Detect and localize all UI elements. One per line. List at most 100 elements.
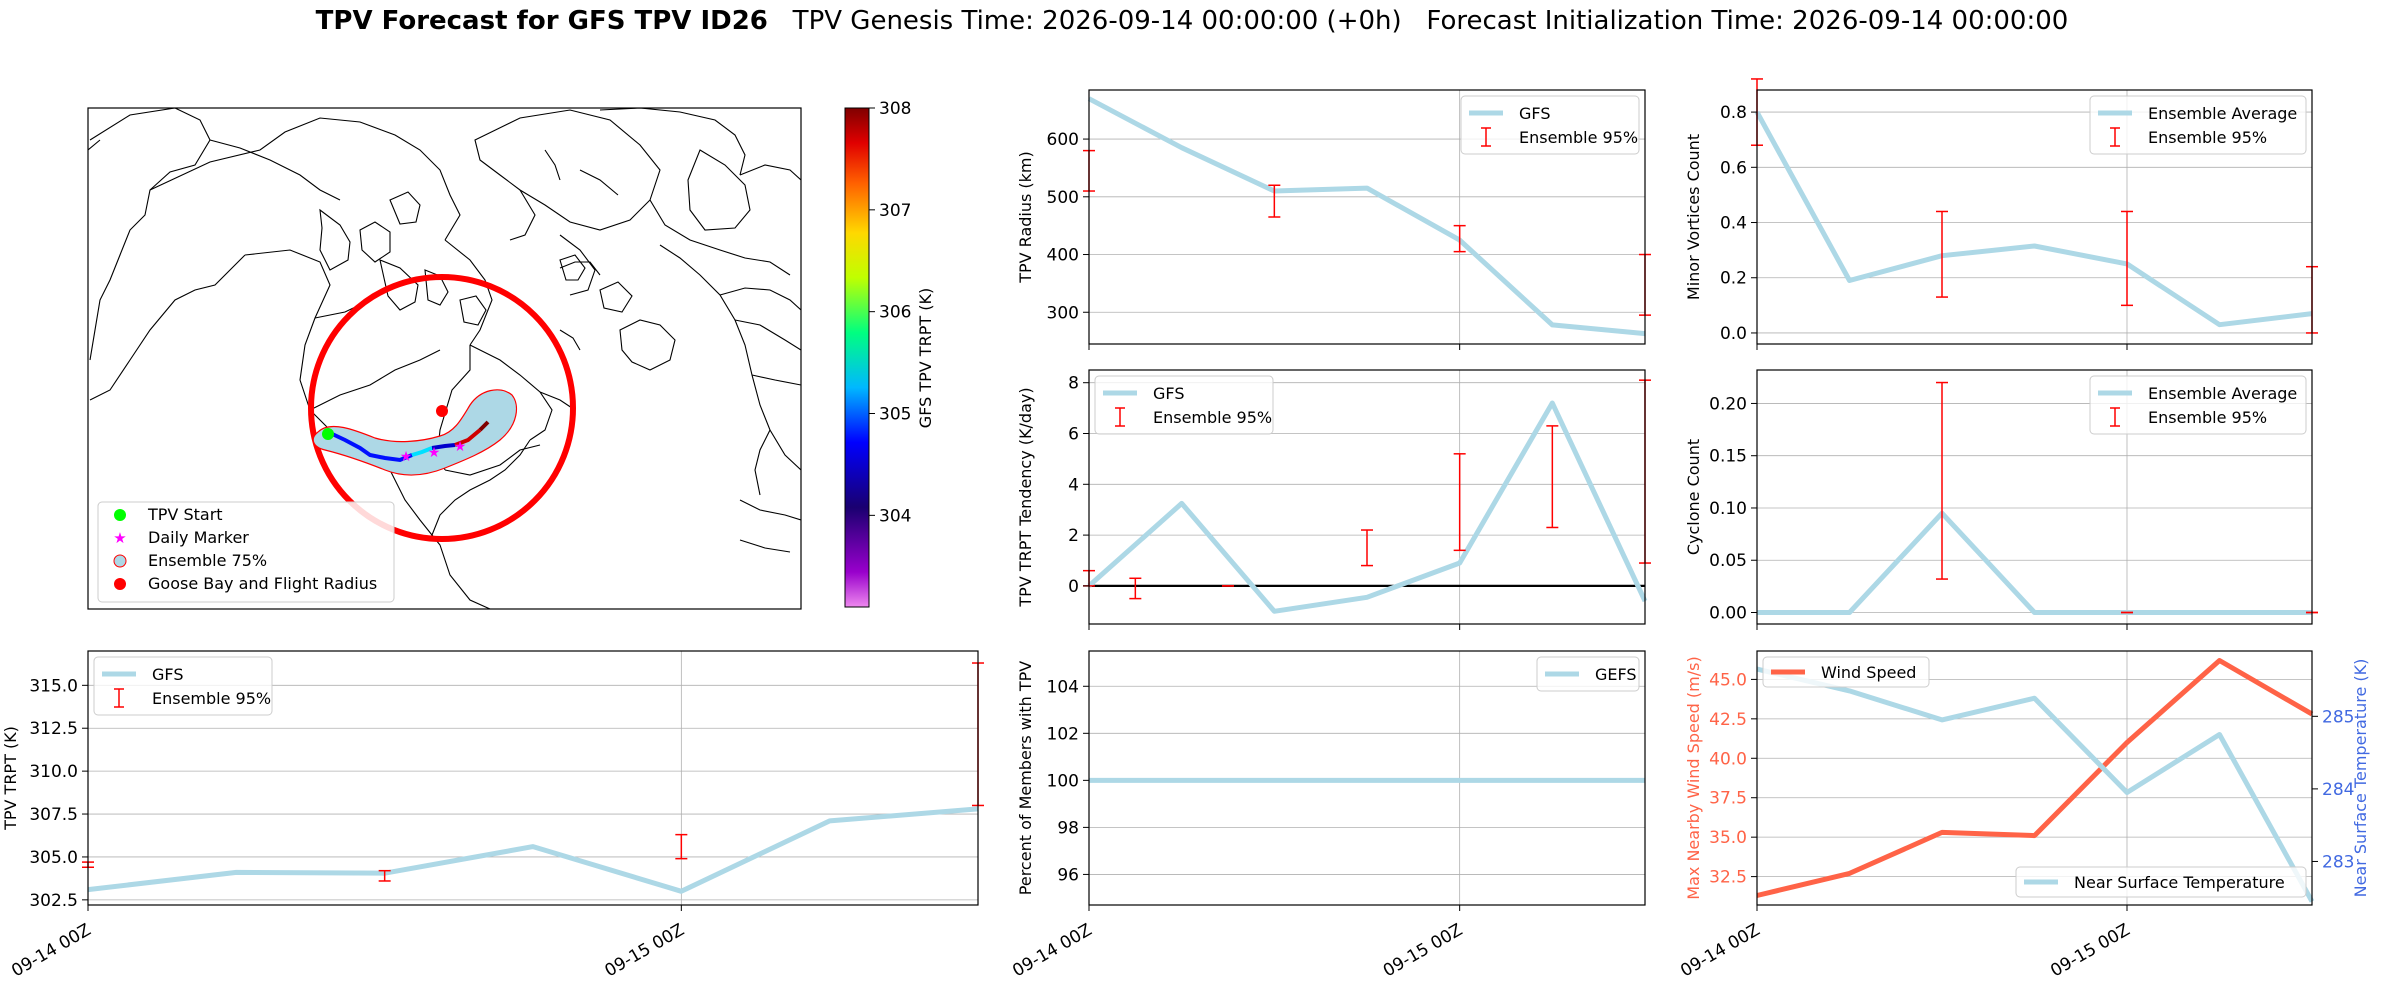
tpv-track-mid2 (431, 443, 456, 450)
colorbar-tick-label-4: 308 (879, 99, 911, 119)
wind-ytick2-label-1: 284 (2322, 780, 2354, 800)
wind-series-1 (1756, 666, 2315, 903)
trpt-series-0 (87, 806, 979, 894)
minor-ytick-label-1: 0.2 (1720, 269, 1747, 289)
daily-marker-2: ★ (428, 445, 441, 461)
wind-ylabel2: Near Surface Temperature (K) (2351, 659, 2370, 898)
trpt-ytick-label-2: 307.5 (29, 805, 78, 825)
cyclone-ytick-label-3: 0.15 (1709, 447, 1747, 467)
tendency-ylabel: TPV TRPT Tendency (K/day) (1016, 387, 1035, 607)
colorbar-label: GFS TPV TRPT (K) (916, 288, 935, 428)
radius-ytick-label-0: 300 (1047, 303, 1079, 323)
wind-ytick2-label-0: 283 (2322, 852, 2354, 872)
goose-bay-marker (436, 405, 448, 417)
radius-legend-box (1460, 95, 1640, 155)
figure-title: TPV Forecast for GFS TPV ID26 TPV Genesi… (0, 6, 2384, 36)
legend-ensemble-icon (113, 554, 127, 568)
wind-legend-label-0: Wind Speed (1821, 663, 1916, 682)
wind-ytick-label-3: 40.0 (1709, 749, 1747, 769)
legend-daily-label: Daily Marker (148, 528, 249, 547)
tendency-legend-label-0: GFS (1153, 384, 1184, 403)
members-ytick-label-1: 98 (1057, 818, 1079, 838)
trpt-ytick-label-4: 312.5 (29, 719, 78, 739)
tendency-frame (1088, 369, 1646, 625)
cyclone-legend-label-1: Ensemble 95% (2148, 408, 2267, 427)
tpv-track-late (454, 428, 482, 447)
radius-legend-label-1: Ensemble 95% (1519, 128, 1638, 147)
members-ytick-label-0: 96 (1057, 865, 1079, 885)
wind-ytick-label-0: 32.5 (1709, 868, 1747, 888)
colorbar-tick-label-2: 306 (879, 303, 911, 323)
trpt-ytick-label-5: 315.0 (29, 676, 78, 696)
radius-series-0 (1087, 96, 1646, 337)
tpv-start-marker (322, 428, 334, 440)
trpt-xtick-label-0: 09-14 00Z (8, 920, 94, 981)
radius-ytick-label-2: 500 (1047, 188, 1079, 208)
map-legend-box (97, 501, 395, 603)
colorbar-gradient (844, 107, 870, 608)
tendency-ytick-label-2: 4 (1068, 475, 1079, 495)
wind-frame (1756, 650, 2313, 906)
members-xtick-label-1: 09-15 00Z (1380, 920, 1466, 981)
legend-start-icon (114, 509, 126, 521)
members-ytick-label-2: 100 (1047, 771, 1079, 791)
tpv-track-early (327, 430, 413, 463)
members-ytick-label-3: 102 (1047, 724, 1079, 744)
wind-ylabel: Max Nearby Wind Speed (m/s) (1684, 656, 1703, 899)
wind-ytick-label-1: 35.0 (1709, 828, 1747, 848)
wind-xtick-label-1: 09-15 00Z (2047, 920, 2133, 981)
trpt-legend-label-0: GFS (152, 665, 183, 684)
legend-daily-icon: ★ (113, 529, 126, 547)
wind-ytick-label-2: 37.5 (1709, 789, 1747, 809)
tendency-series-0 (1087, 400, 1648, 614)
cyclone-frame (1756, 369, 2313, 625)
trpt-frame (87, 650, 979, 906)
minor-ytick-label-2: 0.4 (1720, 214, 1747, 234)
tendency-ytick-label-0: 0 (1068, 577, 1079, 597)
colorbar-tick-label-1: 305 (879, 405, 911, 425)
tendency-ytick-label-1: 2 (1068, 526, 1079, 546)
tendency-legend-box (1094, 375, 1274, 435)
minor-series-0 (1754, 110, 2313, 328)
wind-legend-box-1 (2015, 866, 2307, 898)
colorbar-tick-label-3: 307 (879, 201, 911, 221)
tpv-track-mid (411, 446, 433, 457)
wind-ytick2-label-2: 285 (2322, 707, 2354, 727)
minor-legend-label-1: Ensemble 95% (2148, 128, 2267, 147)
minor-ytick-label-3: 0.6 (1720, 158, 1747, 178)
chart-tpv-radius: 300 400 500 600 TPV Radius (km) GFS Ensemble 9… (1016, 89, 1651, 350)
cyclone-ytick-label-0: 0.00 (1709, 604, 1747, 624)
colorbar: GFS TPV TRPT (K) 304 305 306 307 308 (844, 99, 935, 608)
trpt-ytick-label-1: 305.0 (29, 848, 78, 868)
goose-bay-flight-radius (308, 274, 576, 542)
map-legend: TPV Start ★ Daily Marker Ensemble 75% Go… (97, 501, 395, 603)
legend-goosebay-icon (114, 578, 126, 590)
chart-tpv-trpt: 302.5 305.0 307.5 310.0 312.5 315.0 09-14 00Z 0… (1, 650, 984, 981)
chart-trpt-tendency: 0 2 4 6 8 TPV TRPT Tendency (K/day) GFS Ensembl… (1016, 369, 1651, 630)
trpt-ylabel: TPV TRPT (K) (1, 726, 20, 831)
minor-ytick-label-0: 0.0 (1720, 324, 1747, 344)
cyclone-series-0 (1757, 510, 2312, 615)
cyclone-ytick-label-4: 0.20 (1709, 394, 1747, 414)
tendency-ytick-label-4: 8 (1068, 374, 1079, 394)
trpt-legend-label-1: Ensemble 95% (152, 689, 271, 708)
chart-minor-vortices: 0.0 0.2 0.4 0.6 0.8 Minor Vortices Count Ensem… (1684, 78, 2318, 350)
members-ytick-label-4: 104 (1047, 677, 1079, 697)
wind-ytick-label-5: 45.0 (1709, 670, 1747, 690)
members-legend-box (1536, 656, 1640, 692)
minor-legend-label-0: Ensemble Average (2148, 104, 2297, 123)
radius-ylabel: TPV Radius (km) (1016, 151, 1035, 284)
wind-xtick-label-0: 09-14 00Z (1677, 920, 1763, 981)
members-xtick-label-0: 09-14 00Z (1009, 920, 1095, 981)
legend-start-label: TPV Start (147, 505, 223, 524)
members-legend-label-0: GEFS (1595, 665, 1637, 684)
ensemble-75-region (312, 389, 518, 476)
minor-ytick-label-4: 0.8 (1720, 103, 1747, 123)
radius-frame (1088, 89, 1646, 345)
trpt-ytick-label-0: 302.5 (29, 891, 78, 911)
wind-legend-box-0 (1762, 656, 1930, 688)
wind-ytick-label-4: 42.5 (1709, 710, 1747, 730)
radius-legend-label-0: GFS (1519, 104, 1550, 123)
